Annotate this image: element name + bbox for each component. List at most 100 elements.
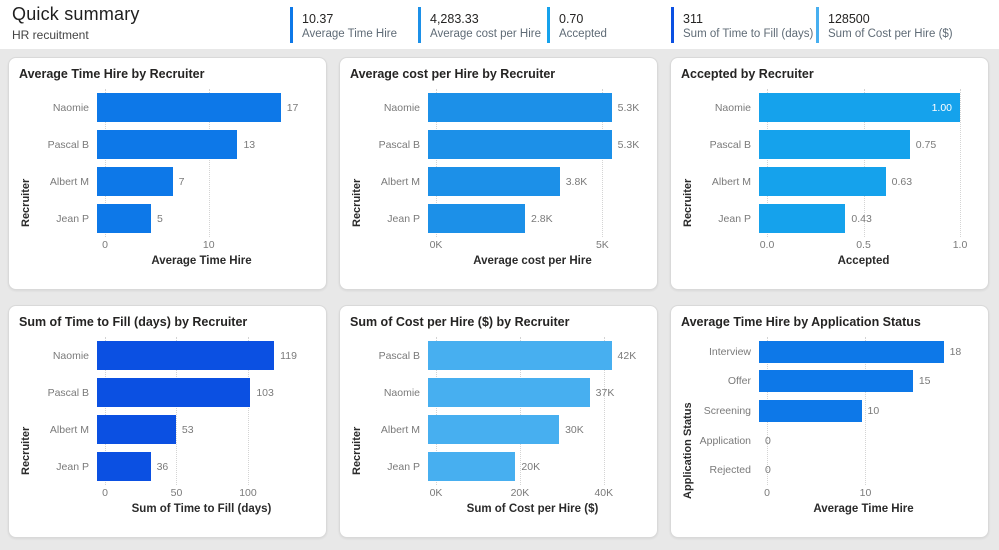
x-axis-title: Average Time Hire — [813, 503, 914, 515]
bar[interactable] — [97, 130, 238, 159]
x-axis-ticks: 0 10 — [764, 485, 960, 500]
value-label: 37K — [595, 386, 615, 399]
bar-track: 2.8K — [428, 200, 629, 237]
bar-row: Naomie 119 — [33, 337, 314, 374]
bar[interactable] — [97, 378, 251, 407]
gridline — [603, 337, 605, 485]
value-label: 5.3K — [617, 101, 640, 114]
x-axis-title: Average Time Hire — [151, 255, 252, 267]
gridline — [960, 89, 961, 237]
value-label: 53 — [181, 423, 194, 436]
value-label: 10 — [867, 404, 880, 417]
kpi-card-sum-cost-per-hire: 128500 Sum of Cost per Hire ($) — [816, 7, 986, 43]
bar[interactable] — [97, 452, 151, 481]
value-label: 103 — [256, 386, 274, 399]
x-tick-label: 0.0 — [759, 239, 775, 251]
gridlines — [105, 89, 298, 237]
bar[interactable] — [428, 341, 612, 370]
bar-track: 5 — [97, 200, 298, 237]
value-label: 3.8K — [565, 175, 588, 188]
chart-title: Average cost per Hire by Recruiter — [350, 67, 556, 81]
value-label: 5 — [157, 212, 163, 225]
x-axis-title: Average cost per Hire — [473, 255, 592, 267]
value-label: 0 — [765, 434, 771, 447]
plot-area: Naomie 119 Pascal B 103 Albert M 53 Jean P 36 — [33, 337, 314, 485]
category-label: Pascal B — [709, 138, 751, 151]
y-axis-title: Recruiter — [351, 178, 363, 228]
bar-track: 0.75 — [759, 126, 960, 163]
y-axis-title: Recruiter — [351, 426, 363, 476]
kpi-label: Sum of Time to Fill (days) — [683, 27, 814, 40]
bar[interactable] — [97, 341, 275, 370]
bar-row: Pascal B 42K — [364, 337, 645, 374]
kpi-card-sum-time-to-fill: 311 Sum of Time to Fill (days) — [671, 7, 816, 43]
kpi-value: 4,283.33 — [430, 11, 479, 26]
gridline — [105, 337, 106, 485]
gridline — [865, 337, 867, 485]
bar-track: 103 — [97, 374, 298, 411]
header-bar: Quick summary HR recuitment 10.37 Averag… — [0, 0, 999, 49]
bar[interactable] — [759, 167, 886, 196]
category-label: Jean P — [387, 212, 420, 225]
bar[interactable] — [428, 167, 560, 196]
category-label: Application — [699, 434, 751, 447]
chart-card-avg-time-hire-by-application-status: Average Time Hire by Application Status … — [670, 305, 989, 538]
y-axis-title: Recruiter — [20, 426, 32, 476]
bar-track: 42K — [428, 337, 636, 374]
title-block: Quick summary HR recuitment — [12, 4, 140, 42]
bar[interactable] — [759, 93, 960, 122]
chart-card-sum-cost-per-hire-by-recruiter: Sum of Cost per Hire ($) by Recruiter Re… — [339, 305, 658, 538]
bar[interactable] — [97, 167, 173, 196]
bar-row: Pascal B 5.3K — [364, 126, 645, 163]
value-label: 36 — [156, 460, 169, 473]
category-label: Screening — [703, 404, 751, 417]
chart-title: Sum of Time to Fill (days) by Recruiter — [19, 315, 248, 329]
bar[interactable] — [97, 415, 176, 444]
chart-title: Accepted by Recruiter — [681, 67, 814, 81]
plot-area: Interview 18 Offer 15 Screening 10 Application… — [695, 337, 976, 485]
bar[interactable] — [97, 204, 152, 233]
bar-row: Albert M 30K — [364, 411, 645, 448]
y-axis-title: Recruiter — [682, 178, 694, 228]
bar-track: 37K — [428, 374, 629, 411]
x-tick-label: 10 — [859, 487, 872, 499]
x-tick-label: 0 — [102, 239, 108, 251]
category-label: Albert M — [49, 175, 89, 188]
kpi-label: Average cost per Hire — [430, 27, 542, 40]
bar-track: 7 — [97, 163, 298, 200]
bar[interactable] — [759, 340, 944, 363]
bar[interactable] — [428, 204, 526, 233]
x-tick-label: 0 — [102, 487, 108, 499]
bar-row: Jean P 2.8K — [364, 200, 645, 237]
value-label: 0 — [765, 464, 771, 477]
x-tick-label: 20K — [510, 487, 530, 499]
bar-row: Albert M 3.8K — [364, 163, 645, 200]
bar-row: Rejected 0 — [695, 455, 976, 485]
category-label: Jean P — [56, 212, 89, 225]
category-label: Naomie — [52, 349, 89, 362]
bar[interactable] — [428, 378, 590, 407]
bar[interactable] — [759, 399, 862, 422]
kpi-value: 311 — [683, 11, 703, 26]
x-tick-label: 40K — [594, 487, 614, 499]
bar[interactable] — [759, 370, 913, 393]
x-axis-title: Sum of Time to Fill (days) — [131, 503, 272, 515]
bar[interactable] — [428, 452, 516, 481]
value-label: 15 — [918, 375, 931, 388]
bar-track: 36 — [97, 448, 298, 485]
bar[interactable] — [428, 415, 560, 444]
bar-row: Application 0 — [695, 426, 976, 456]
x-tick-label: 1.0 — [952, 239, 968, 251]
bar[interactable] — [759, 204, 846, 233]
bar[interactable] — [97, 93, 281, 122]
gridlines — [436, 89, 629, 237]
bar[interactable] — [759, 130, 910, 159]
bar[interactable] — [428, 93, 612, 122]
bar-row: Jean P 5 — [33, 200, 314, 237]
gridline — [863, 89, 865, 237]
bar[interactable] — [428, 130, 612, 159]
category-label: Naomie — [714, 101, 751, 114]
x-tick-label: 0K — [429, 239, 443, 251]
category-label: Pascal B — [378, 138, 420, 151]
